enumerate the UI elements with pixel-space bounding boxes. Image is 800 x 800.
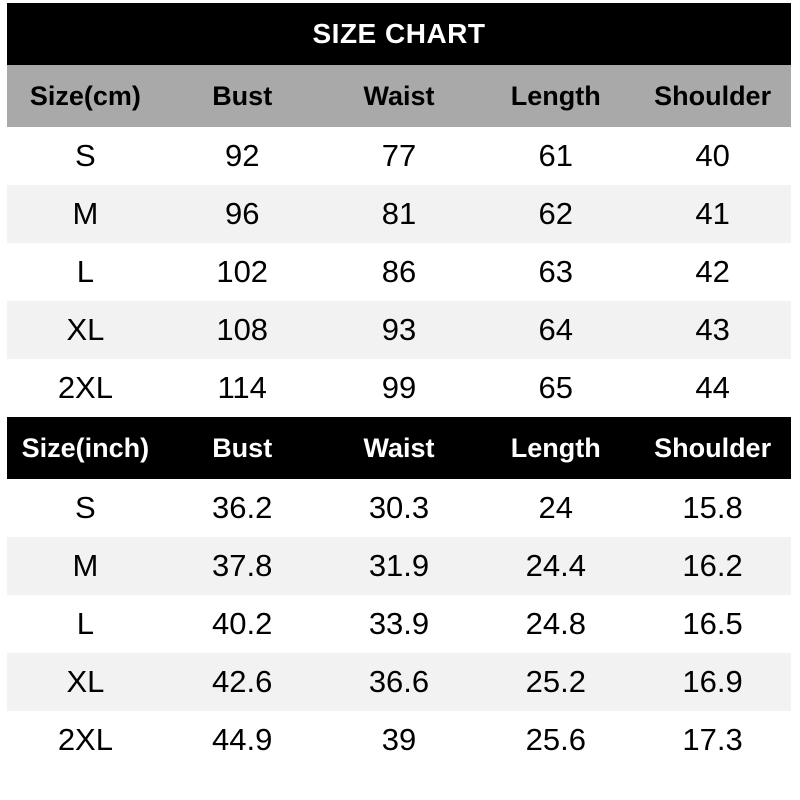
- bust-value: 92: [163, 127, 321, 185]
- size-table: Size(cm) Bust Waist Length Shoulder S 92…: [7, 65, 791, 769]
- waist-value: 30.3: [320, 479, 478, 537]
- cm-row-2xl: 2XL 114 99 65 44: [7, 359, 791, 417]
- shoulder-value: 17.3: [634, 711, 791, 769]
- length-value: 62: [477, 185, 635, 243]
- shoulder-value: 41: [634, 185, 791, 243]
- inch-column-header-size: Size(inch): [7, 417, 164, 479]
- size-label: S: [7, 479, 164, 537]
- size-label: 2XL: [7, 359, 164, 417]
- waist-value: 36.6: [320, 653, 478, 711]
- cm-column-header-bust: Bust: [163, 65, 321, 127]
- waist-value: 81: [320, 185, 478, 243]
- shoulder-value: 40: [634, 127, 791, 185]
- bust-value: 37.8: [163, 537, 321, 595]
- waist-value: 86: [320, 243, 478, 301]
- size-label: XL: [7, 653, 164, 711]
- size-label: 2XL: [7, 711, 164, 769]
- cm-column-header-shoulder: Shoulder: [634, 65, 791, 127]
- bust-value: 102: [163, 243, 321, 301]
- length-value: 24: [477, 479, 635, 537]
- waist-value: 93: [320, 301, 478, 359]
- waist-value: 77: [320, 127, 478, 185]
- inch-row-xl: XL 42.6 36.6 25.2 16.9: [7, 653, 791, 711]
- cm-row-m: M 96 81 62 41: [7, 185, 791, 243]
- cm-row-s: S 92 77 61 40: [7, 127, 791, 185]
- bust-value: 36.2: [163, 479, 321, 537]
- cm-row-l: L 102 86 63 42: [7, 243, 791, 301]
- cm-column-header-length: Length: [477, 65, 635, 127]
- inch-column-header-waist: Waist: [320, 417, 478, 479]
- inch-column-header-shoulder: Shoulder: [634, 417, 791, 479]
- length-value: 63: [477, 243, 635, 301]
- cm-header-row: Size(cm) Bust Waist Length Shoulder: [7, 65, 791, 127]
- waist-value: 33.9: [320, 595, 478, 653]
- shoulder-value: 16.2: [634, 537, 791, 595]
- bust-value: 40.2: [163, 595, 321, 653]
- shoulder-value: 43: [634, 301, 791, 359]
- shoulder-value: 16.5: [634, 595, 791, 653]
- length-value: 24.8: [477, 595, 635, 653]
- length-value: 61: [477, 127, 635, 185]
- bust-value: 42.6: [163, 653, 321, 711]
- inch-column-header-length: Length: [477, 417, 635, 479]
- size-label: L: [7, 243, 164, 301]
- size-chart-sheet: SIZE CHART Size(cm) Bust Waist Length Sh…: [7, 3, 791, 769]
- shoulder-value: 16.9: [634, 653, 791, 711]
- waist-value: 99: [320, 359, 478, 417]
- bust-value: 114: [163, 359, 321, 417]
- size-label: M: [7, 185, 164, 243]
- inch-row-l: L 40.2 33.9 24.8 16.5: [7, 595, 791, 653]
- shoulder-value: 15.8: [634, 479, 791, 537]
- inch-row-m: M 37.8 31.9 24.4 16.2: [7, 537, 791, 595]
- inch-row-s: S 36.2 30.3 24 15.8: [7, 479, 791, 537]
- inch-column-header-bust: Bust: [163, 417, 321, 479]
- size-chart-title: SIZE CHART: [312, 18, 486, 49]
- length-value: 65: [477, 359, 635, 417]
- bust-value: 96: [163, 185, 321, 243]
- size-label: L: [7, 595, 164, 653]
- length-value: 64: [477, 301, 635, 359]
- length-value: 25.6: [477, 711, 635, 769]
- size-chart-title-bar: SIZE CHART: [7, 3, 791, 65]
- size-label: M: [7, 537, 164, 595]
- shoulder-value: 42: [634, 243, 791, 301]
- cm-row-xl: XL 108 93 64 43: [7, 301, 791, 359]
- size-label: S: [7, 127, 164, 185]
- inch-row-2xl: 2XL 44.9 39 25.6 17.3: [7, 711, 791, 769]
- cm-column-header-size: Size(cm): [7, 65, 164, 127]
- waist-value: 39: [320, 711, 478, 769]
- waist-value: 31.9: [320, 537, 478, 595]
- size-label: XL: [7, 301, 164, 359]
- inch-header-row: Size(inch) Bust Waist Length Shoulder: [7, 417, 791, 479]
- bust-value: 44.9: [163, 711, 321, 769]
- cm-column-header-waist: Waist: [320, 65, 478, 127]
- length-value: 24.4: [477, 537, 635, 595]
- shoulder-value: 44: [634, 359, 791, 417]
- length-value: 25.2: [477, 653, 635, 711]
- bust-value: 108: [163, 301, 321, 359]
